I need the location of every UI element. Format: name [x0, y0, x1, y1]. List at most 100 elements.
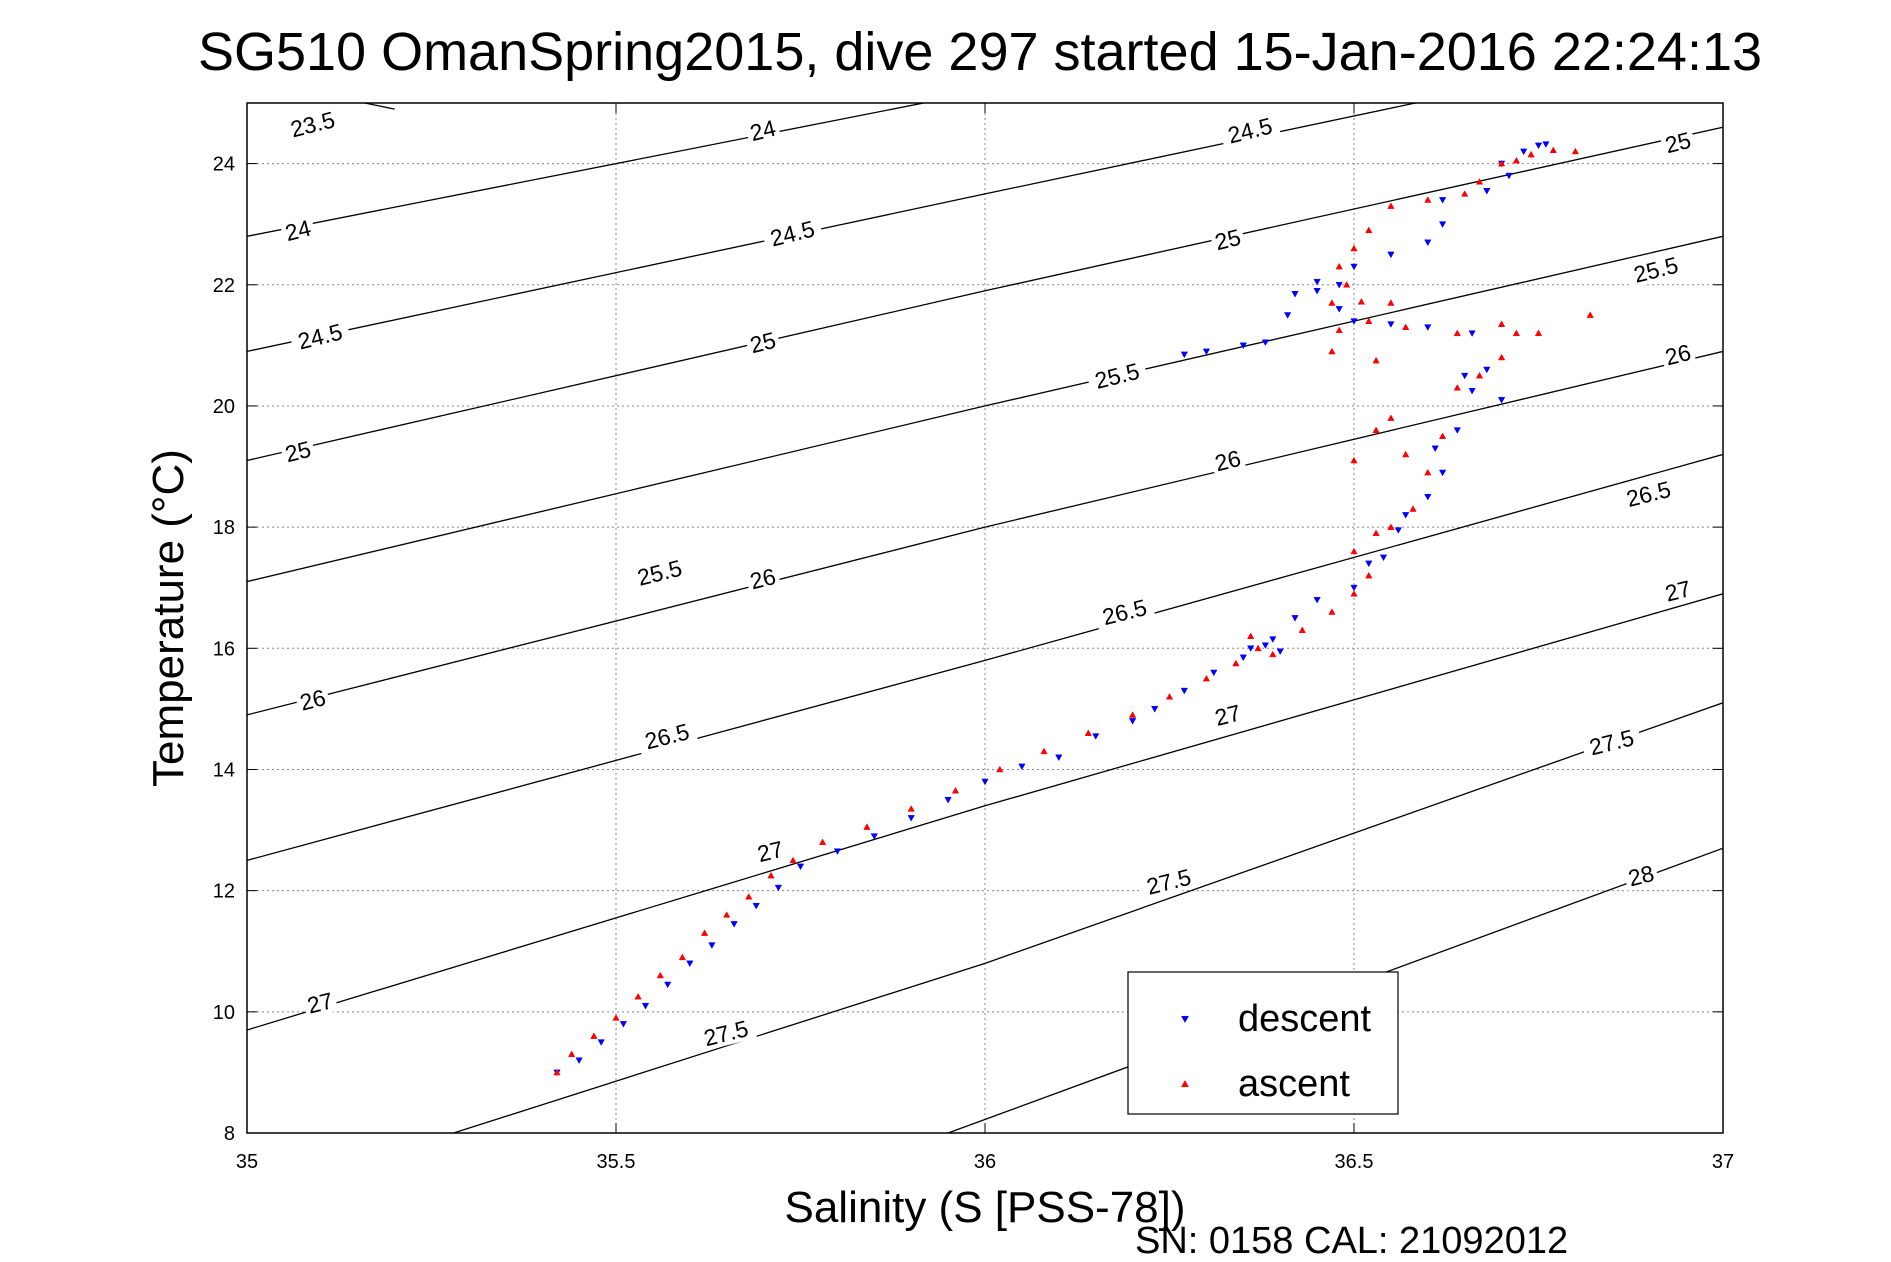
isopycnal-label: 25: [747, 327, 778, 358]
ascent-point: [723, 911, 731, 918]
isopycnal-label-background: [1659, 339, 1697, 371]
descent-point: [1350, 584, 1358, 592]
ascent-point: [789, 856, 797, 864]
y-tick-label: 8: [224, 1123, 235, 1145]
serial-calibration-footer: SN: 0158 CAL: 21092012: [1135, 1220, 1568, 1262]
isopycnal-line-24.5: [247, 103, 1419, 353]
legend: descent ascent: [1127, 971, 1399, 1115]
descent-point: [1387, 251, 1395, 259]
descent-point: [597, 1039, 605, 1046]
isopycnal-label-background: [1580, 723, 1643, 761]
legend-marker-ascent: [1181, 1079, 1189, 1088]
ascent-point: [1475, 178, 1484, 185]
isopycnal-label-group: 27: [301, 987, 339, 1019]
ascent-point: [1357, 297, 1366, 305]
ascent-point: [1512, 329, 1521, 337]
descent-point: [1365, 560, 1373, 568]
ascent-point: [1387, 414, 1395, 421]
ascent-point: [590, 1032, 598, 1039]
descent-point: [1239, 654, 1247, 662]
descent-point: [1453, 427, 1461, 434]
isopycnal-label: 25: [1212, 224, 1243, 255]
descent-point: [1483, 366, 1491, 374]
isopycnal-label: 25: [1662, 127, 1693, 158]
ascent-point: [1335, 262, 1343, 270]
isopycnal-label-background: [1622, 860, 1660, 892]
isopycnal-label-background: [1137, 863, 1200, 901]
isopycnal-label: 27: [1662, 575, 1693, 606]
ascent-point: [678, 953, 687, 961]
legend-marker: [1181, 1079, 1189, 1088]
ascent-point: [1438, 432, 1447, 440]
y-tick-label: 24: [213, 154, 235, 176]
descent-point: [870, 833, 878, 840]
isopycnal-label-background: [1086, 357, 1149, 395]
descent-point: [1276, 648, 1284, 656]
y-tick-label: 14: [213, 759, 235, 781]
x-tick-label: 36: [974, 1151, 996, 1173]
series-ascent: [553, 146, 1594, 1076]
isopycnal-label: 26: [297, 684, 328, 715]
isopycnal-label-background: [1218, 111, 1282, 150]
isopycnal-label-background: [1209, 223, 1247, 256]
isopycnal-label-background: [1617, 475, 1680, 513]
y-tick-label: 22: [213, 275, 235, 297]
descent-point: [641, 1002, 650, 1010]
legend-marker: [1181, 1015, 1189, 1024]
descent-point: [1291, 615, 1299, 622]
descent-point: [1313, 278, 1321, 286]
isopycnal-label-group: 27: [1659, 575, 1697, 607]
ascent-point: [1549, 146, 1557, 154]
isopycnal-label-background: [301, 987, 339, 1019]
ascent-point: [1202, 674, 1211, 682]
descent-point: [1180, 351, 1188, 359]
isopycnal-label-background: [279, 435, 317, 468]
isopycnal-label-group: 26: [1659, 339, 1697, 371]
isopycnal-line-27.5: [453, 702, 1723, 1133]
descent-point: [944, 796, 952, 804]
ascent-point: [1298, 626, 1306, 633]
ascent-point: [1328, 347, 1336, 355]
y-tick-label: 20: [213, 396, 235, 418]
ascent-point: [1365, 226, 1373, 234]
descent-point: [730, 921, 738, 928]
descent-point: [1151, 706, 1159, 713]
isopycnal-label-group: 25: [279, 435, 317, 468]
isopycnal-label-background: [761, 214, 824, 253]
legend-label-descent: descent: [1238, 998, 1372, 1040]
series-descent: [553, 141, 1550, 1077]
isopycnal-label-group: 27: [1209, 699, 1247, 731]
y-tick-label: 12: [213, 881, 235, 903]
descent-point: [907, 815, 915, 822]
isopycnal-label-background: [279, 214, 317, 246]
descent-point: [1350, 318, 1358, 325]
descent-point: [1261, 642, 1270, 650]
ascent-point: [1350, 590, 1358, 597]
chart-title: SG510 OmanSpring2015, dive 297 started 1…: [198, 22, 1762, 82]
x-tick-label: 36.5: [1335, 1151, 1374, 1173]
ascent-point: [1534, 329, 1543, 337]
ascent-point: [1254, 644, 1262, 652]
y-tick-label: 16: [213, 638, 235, 660]
descent-point: [1269, 636, 1277, 643]
ascent-point: [1365, 317, 1373, 324]
descent-point: [752, 902, 760, 910]
isopycnal-label: 26: [1212, 445, 1243, 476]
ascent-point: [1571, 147, 1580, 155]
x-tick-label: 35: [236, 1151, 258, 1173]
ascent-point: [1247, 632, 1255, 639]
ascent-point: [1453, 329, 1461, 337]
descent-point: [1283, 312, 1292, 319]
isopycnal-label: 27: [1212, 699, 1243, 730]
descent-point: [1202, 348, 1211, 356]
ascent-point: [818, 838, 827, 845]
x-tick-label: 35.5: [597, 1151, 636, 1173]
ascent-point: [1387, 299, 1395, 306]
descent-point: [1431, 445, 1439, 453]
y-tick-label: 18: [213, 517, 235, 539]
ascent-point: [1475, 371, 1484, 379]
descent-point: [1379, 554, 1388, 562]
ascent-point: [1350, 244, 1358, 252]
descent-point: [1520, 148, 1528, 156]
